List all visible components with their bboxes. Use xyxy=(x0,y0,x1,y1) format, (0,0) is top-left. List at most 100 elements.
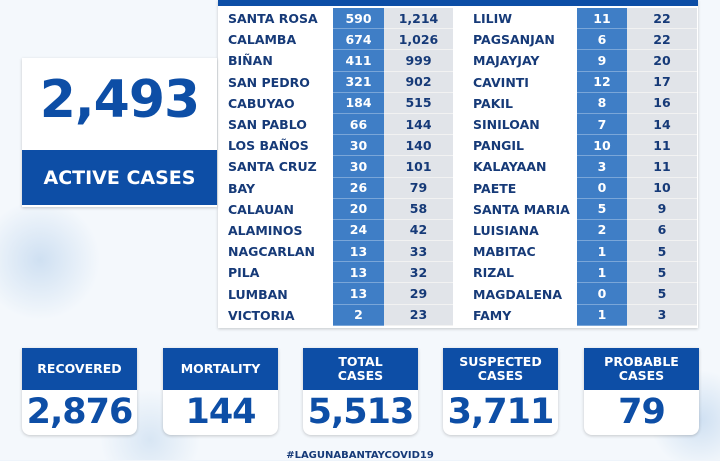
active-count: 66 xyxy=(333,113,384,136)
active-count: 1 xyxy=(577,241,627,263)
municipality-name: PANGIL xyxy=(473,138,525,154)
municipality-table: SANTA ROSA 590 1,214 CALAMBA 674 1,026 BIÑAN 41… xyxy=(218,0,698,328)
table-row: CALAMBA 674 1,026 xyxy=(218,29,453,51)
total-count: 101 xyxy=(384,156,453,178)
table-row: LUMBAN 13 29 xyxy=(218,283,453,305)
total-count: 5 xyxy=(627,241,697,263)
active-count: 8 xyxy=(577,92,627,114)
municipality-name: PAKIL xyxy=(473,95,513,111)
active-count: 20 xyxy=(333,198,384,220)
municipality-name: CALAMBA xyxy=(228,32,297,48)
municipality-name: CALAUAN xyxy=(228,201,295,217)
table-row: VICTORIA 2 23 xyxy=(218,304,453,326)
active-count: 7 xyxy=(577,113,627,136)
total-count: 1,026 xyxy=(384,29,453,51)
stat-value: 5,513 xyxy=(307,392,415,432)
table-row: CALAUAN 20 58 xyxy=(218,198,453,220)
active-cases-card: 2,493 ACTIVE CASES xyxy=(22,58,217,207)
active-count: 0 xyxy=(577,283,627,305)
table-row: BIÑAN 411 999 xyxy=(218,50,453,72)
table-row: SANTA ROSA 590 1,214 xyxy=(218,8,453,30)
table-row: ALAMINOS 24 42 xyxy=(218,219,453,242)
municipality-name: MAJAYJAY xyxy=(473,53,540,69)
stat-card: MORTALITY 144 xyxy=(163,348,278,435)
active-cases-label: ACTIVE CASES xyxy=(22,150,217,205)
active-count: 9 xyxy=(577,50,627,72)
total-count: 140 xyxy=(384,135,453,157)
left-column: SANTA ROSA 590 1,214 CALAMBA 674 1,026 BIÑAN 41… xyxy=(218,8,453,326)
table-row: SAN PEDRO 321 902 xyxy=(218,71,453,93)
table-row: MAGDALENA 0 5 xyxy=(463,283,697,305)
table-row: SANTA MARIA 5 9 xyxy=(463,198,697,220)
total-count: 33 xyxy=(384,241,453,263)
active-count: 674 xyxy=(333,29,384,51)
active-count: 13 xyxy=(333,262,384,284)
active-count: 24 xyxy=(333,219,384,242)
stat-value: 144 xyxy=(185,392,256,432)
active-count: 590 xyxy=(333,8,384,30)
municipality-name: LUMBAN xyxy=(228,286,288,302)
active-count: 13 xyxy=(333,283,384,305)
municipality-name: NAGCARLAN xyxy=(228,244,315,260)
municipality-name: BAY xyxy=(228,180,256,196)
table-row: RIZAL 1 5 xyxy=(463,262,697,284)
table-row: NAGCARLAN 13 33 xyxy=(218,241,453,263)
total-count: 6 xyxy=(627,219,697,242)
municipality-name: CAVINTI xyxy=(473,74,529,90)
active-count: 1 xyxy=(577,262,627,284)
municipality-name: BIÑAN xyxy=(228,53,273,69)
stat-value: 3,711 xyxy=(447,392,555,432)
active-cases-value: 2,493 xyxy=(39,70,200,130)
table-row: FAMY 1 3 xyxy=(463,304,697,326)
municipality-name: PILA xyxy=(228,265,260,281)
municipality-name: SINILOAN xyxy=(473,117,540,133)
total-count: 14 xyxy=(627,113,697,136)
total-count: 11 xyxy=(627,156,697,178)
table-row: LUISIANA 2 6 xyxy=(463,219,697,242)
table-row: CAVINTI 12 17 xyxy=(463,71,697,93)
active-count: 6 xyxy=(577,29,627,51)
municipality-name: LUISIANA xyxy=(473,222,539,238)
active-count: 30 xyxy=(333,135,384,157)
municipality-name: SAN PEDRO xyxy=(228,74,310,90)
total-count: 22 xyxy=(627,29,697,51)
table-row: LOS BAÑOS 30 140 xyxy=(218,135,453,157)
table-row: SANTA CRUZ 30 101 xyxy=(218,156,453,178)
total-count: 42 xyxy=(384,219,453,242)
table-row: SINILOAN 7 14 xyxy=(463,113,697,136)
total-count: 10 xyxy=(627,177,697,199)
stat-card: TOTAL CASES 5,513 xyxy=(303,348,418,435)
active-count: 1 xyxy=(577,304,627,326)
municipality-name: SANTA MARIA xyxy=(473,201,570,217)
stat-card: PROBABLE CASES 79 xyxy=(584,348,699,435)
stat-label: PROBABLE CASES xyxy=(584,348,699,390)
total-count: 32 xyxy=(384,262,453,284)
table-row: PAETE 0 10 xyxy=(463,177,697,199)
municipality-name: CABUYAO xyxy=(228,95,295,111)
stat-label: RECOVERED xyxy=(22,348,137,390)
table-row: PAKIL 8 16 xyxy=(463,92,697,114)
total-count: 79 xyxy=(384,177,453,199)
active-count: 2 xyxy=(577,219,627,242)
municipality-name: VICTORIA xyxy=(228,307,295,323)
municipality-name: SAN PABLO xyxy=(228,117,307,133)
stat-card: SUSPECTED CASES 3,711 xyxy=(443,348,558,435)
table-row: BAY 26 79 xyxy=(218,177,453,199)
active-count: 411 xyxy=(333,50,384,72)
active-count: 3 xyxy=(577,156,627,178)
municipality-name: SANTA ROSA xyxy=(228,11,318,27)
active-count: 2 xyxy=(333,304,384,326)
active-count: 5 xyxy=(577,198,627,220)
right-column: LILIW 11 22 PAGSANJAN 6 22 MAJAYJAY 9 20 CAVINTI 1… xyxy=(463,8,697,326)
stat-label: TOTAL CASES xyxy=(303,348,418,390)
hashtag: #LAGUNABANTAYCOVID19 xyxy=(286,450,434,461)
municipality-name: KALAYAAN xyxy=(473,159,547,175)
total-count: 20 xyxy=(627,50,697,72)
table-header-bar xyxy=(218,0,698,6)
stat-value: 2,876 xyxy=(26,392,134,432)
municipality-name: MAGDALENA xyxy=(473,286,563,302)
active-count: 13 xyxy=(333,241,384,263)
total-count: 29 xyxy=(384,283,453,305)
total-count: 9 xyxy=(627,198,697,220)
municipality-name: SANTA CRUZ xyxy=(228,159,317,175)
